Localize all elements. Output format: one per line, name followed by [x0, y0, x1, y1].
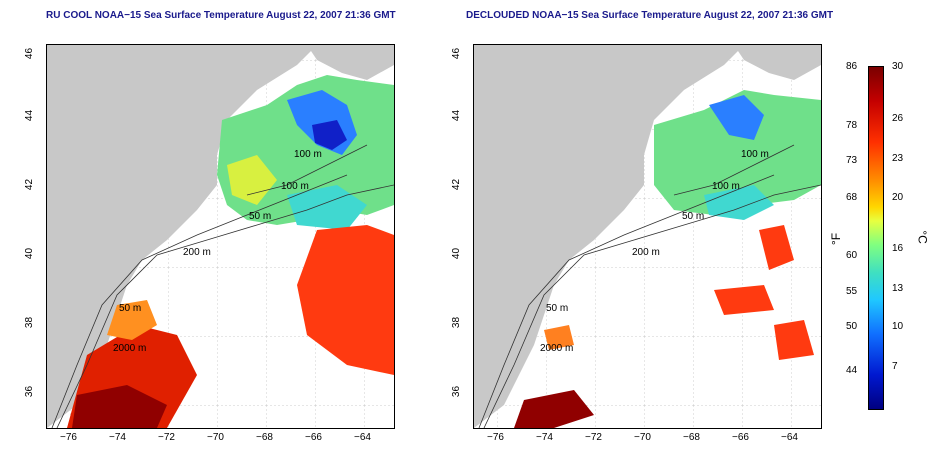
x-tick-label: −72 [585, 432, 602, 443]
sst-cold-center [312, 120, 347, 150]
colorbar-c-tick: 30 [892, 61, 904, 72]
sst-warm-patch [774, 320, 814, 360]
nova-scotia-land [307, 45, 394, 80]
sst-warm-patch [759, 225, 794, 270]
contour-label: 100 m [712, 181, 740, 192]
colorbar-f-tick: 55 [846, 286, 858, 297]
sst-gulf-of-maine [654, 90, 821, 215]
sst-hot-south [514, 390, 594, 428]
left-map-svg [47, 45, 394, 428]
x-tick-label: −64 [354, 432, 371, 443]
isobath-100m [673, 144, 795, 196]
x-tick-label: −74 [536, 432, 553, 443]
sst-cold-core [709, 95, 764, 140]
colorbar-f-tick: 86 [846, 61, 858, 72]
contour-label: 50 m [119, 303, 142, 314]
x-tick-label: −66 [305, 432, 322, 443]
contour-label: 100 m [741, 149, 769, 160]
temperature-colorbar [868, 66, 884, 410]
colorbar-f-tick: 73 [846, 155, 858, 166]
isobath-200m [483, 184, 821, 428]
land [47, 45, 317, 428]
y-tick-label: 44 [24, 109, 36, 122]
x-tick-label: −76 [487, 432, 504, 443]
y-tick-label: 36 [24, 385, 36, 398]
contour-label: 100 m [281, 181, 309, 192]
x-tick-label: −70 [634, 432, 651, 443]
sst-warm-patch [714, 285, 774, 315]
y-tick-label: 38 [24, 316, 36, 329]
sst-warm-east [297, 225, 394, 375]
nova-scotia-land [734, 45, 821, 80]
contour-label: 100 m [294, 149, 322, 160]
left-sst-map: 100 m 100 m 50 m 200 m 50 m 2000 m [46, 44, 395, 429]
x-tick-label: −64 [781, 432, 798, 443]
y-tick-label: 46 [24, 47, 36, 60]
sst-yellow-band [227, 155, 277, 205]
sst-cyan-band [287, 185, 367, 230]
colorbar-c-tick: 13 [892, 283, 904, 294]
colorbar-c-tick: 26 [892, 113, 904, 124]
colorbar-f-tick: 50 [846, 321, 858, 332]
isobath-200m [56, 184, 394, 428]
contour-label: 2000 m [113, 343, 147, 354]
sst-hot-south [72, 385, 167, 428]
x-tick-label: −68 [683, 432, 700, 443]
colorbar-c-tick: 20 [892, 192, 904, 203]
x-tick-label: −68 [256, 432, 273, 443]
right-map-svg [474, 45, 821, 428]
colorbar-fahrenheit-unit: °F [829, 232, 844, 246]
colorbar-c-tick: 7 [892, 361, 898, 372]
left-map-title: RU COOL NOAA−15 Sea Surface Temperature … [46, 10, 396, 21]
colorbar-c-tick: 16 [892, 243, 904, 254]
right-map-title: DECLOUDED NOAA−15 Sea Surface Temperatur… [466, 10, 834, 21]
contour-label: 50 m [546, 303, 569, 314]
colorbar-f-tick: 60 [846, 250, 858, 261]
x-tick-label: −70 [207, 432, 224, 443]
sst-cyan-band [704, 185, 774, 220]
y-tick-label: 38 [451, 316, 463, 329]
x-tick-label: −72 [158, 432, 175, 443]
isobath-100m [246, 144, 368, 196]
y-tick-label: 46 [451, 47, 463, 60]
y-tick-label: 40 [24, 247, 36, 260]
x-tick-label: −76 [60, 432, 77, 443]
contour-label: 2000 m [540, 343, 574, 354]
contour-label: 50 m [682, 211, 705, 222]
contour-label: 50 m [249, 211, 272, 222]
y-tick-label: 42 [451, 178, 463, 191]
contour-label: 200 m [183, 247, 211, 258]
colorbar-f-tick: 44 [846, 365, 858, 376]
x-tick-label: −74 [109, 432, 126, 443]
colorbar-c-tick: 10 [892, 321, 904, 332]
y-tick-label: 42 [24, 178, 36, 191]
isobath-50m [51, 174, 348, 428]
y-tick-label: 40 [451, 247, 463, 260]
colorbar-celsius-unit: °C [915, 230, 930, 244]
y-tick-label: 36 [451, 385, 463, 398]
contour-label: 200 m [632, 247, 660, 258]
isobath-50m [478, 174, 775, 428]
x-tick-label: −66 [732, 432, 749, 443]
colorbar-f-tick: 68 [846, 192, 858, 203]
sst-warm-patch [544, 325, 574, 350]
sst-orange-shelf [107, 300, 157, 340]
land [474, 45, 744, 428]
colorbar-c-tick: 23 [892, 153, 904, 164]
colorbar-f-tick: 78 [846, 120, 858, 131]
right-sst-map: 100 m 100 m 50 m 200 m 50 m 2000 m [473, 44, 822, 429]
y-tick-label: 44 [451, 109, 463, 122]
